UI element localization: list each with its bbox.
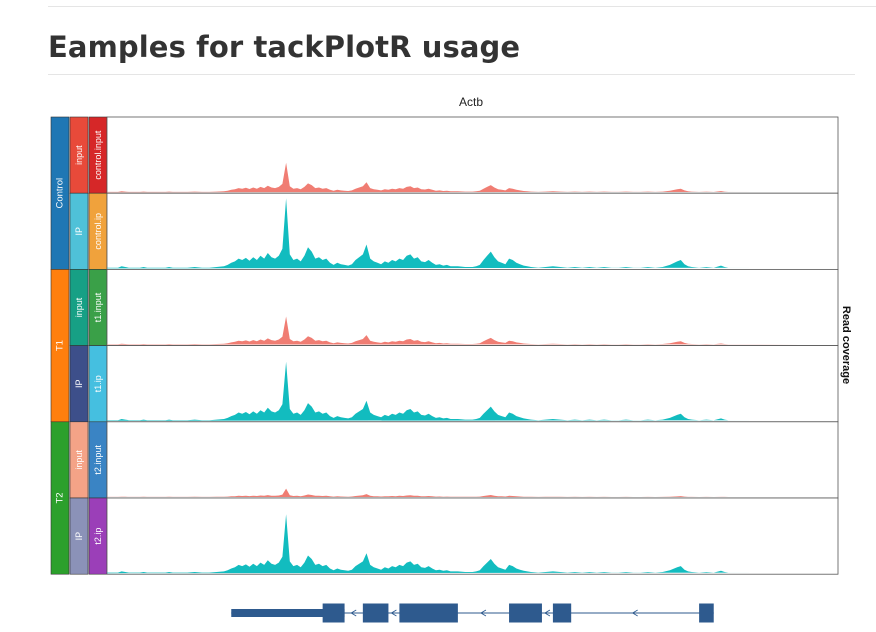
gene-exon <box>362 603 389 623</box>
type-label: input <box>74 297 84 317</box>
type-label: IP <box>74 227 84 236</box>
y-axis-label: Read coverage <box>840 306 852 384</box>
gene-model <box>231 603 714 623</box>
strand-arrow <box>350 609 357 617</box>
top-divider <box>48 6 876 7</box>
track-panels <box>106 116 839 575</box>
track-panel-t2-ip <box>106 497 839 575</box>
strand-arrow <box>631 609 638 617</box>
group-label-t1: T1 <box>55 340 66 351</box>
type-strip <box>69 497 89 575</box>
page-title: Eamples for tackPlotR usage <box>48 30 521 64</box>
strand-arrow <box>544 609 551 617</box>
gene-exon <box>699 603 714 623</box>
track-panel-control-ip <box>106 192 839 270</box>
track-panel-t2-input <box>106 421 839 499</box>
sample-label: t2.ip <box>93 528 103 545</box>
group-strip-t2 <box>50 421 70 575</box>
gene-exon <box>231 609 345 617</box>
gene-exon <box>322 603 345 623</box>
gene-exon <box>552 603 572 623</box>
sample-label: control.input <box>93 130 103 180</box>
type-label: IP <box>74 532 84 541</box>
strand-arrow <box>480 609 487 617</box>
type-label: input <box>74 450 84 470</box>
sample-label: t2.input <box>93 445 103 475</box>
type-label: IP <box>74 379 84 388</box>
sample-label: t1.ip <box>93 375 103 392</box>
track-panel-control-input <box>106 116 839 194</box>
group-label-control: Control <box>55 178 66 209</box>
sample-label: t1.input <box>93 292 103 322</box>
strip-labels: Control T1 T2 input control.input IP control.i… <box>50 116 108 575</box>
track-panel-t1-ip <box>106 345 839 423</box>
gene-exon <box>509 603 542 623</box>
type-label: input <box>74 145 84 165</box>
group-label-t2: T2 <box>55 492 66 503</box>
track-panel-t1-input <box>106 268 839 346</box>
sample-label: control.ip <box>93 213 103 250</box>
strand-arrow <box>390 609 397 617</box>
title-divider <box>48 74 855 75</box>
chart-title: Actb <box>459 95 483 109</box>
gene-exon <box>399 603 458 623</box>
